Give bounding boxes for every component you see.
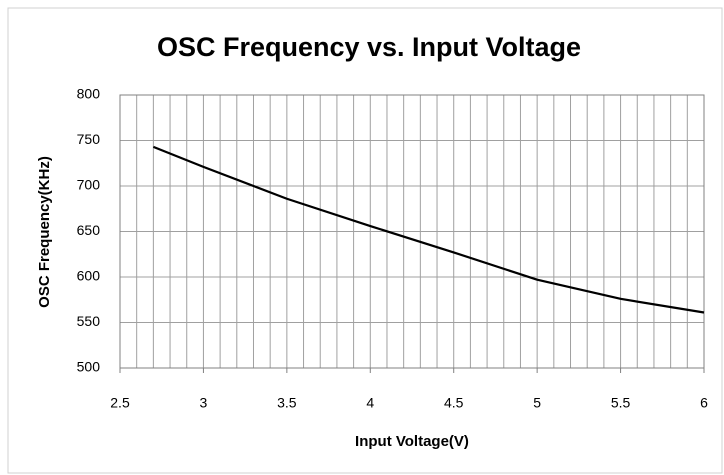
- x-tick-label: 6: [700, 395, 708, 411]
- y-tick-label: 500: [77, 359, 101, 375]
- y-tick-label: 800: [77, 86, 101, 102]
- chart-frame: [7, 7, 723, 474]
- chart-title: OSC Frequency vs. Input Voltage: [157, 32, 581, 62]
- x-tick-label: 3: [200, 395, 208, 411]
- y-tick-label: 750: [77, 131, 101, 147]
- x-tick-label: 5: [533, 395, 541, 411]
- x-axis-label: Input Voltage(V): [355, 433, 469, 450]
- x-tick-label: 5.5: [611, 395, 631, 411]
- x-tick-label: 3.5: [277, 395, 297, 411]
- x-tick-label: 4.5: [444, 395, 464, 411]
- y-tick-label: 550: [77, 313, 101, 329]
- plot-border: [119, 94, 705, 369]
- x-tick-label: 2.5: [110, 395, 130, 411]
- y-tick-label: 650: [77, 222, 101, 238]
- x-tick-label: 4: [366, 395, 374, 411]
- y-tick-label: 600: [77, 268, 101, 284]
- data-line: [152, 145, 705, 314]
- y-tick-label: 700: [77, 177, 101, 193]
- y-axis-label: OSC Frequency(KHz): [36, 156, 53, 308]
